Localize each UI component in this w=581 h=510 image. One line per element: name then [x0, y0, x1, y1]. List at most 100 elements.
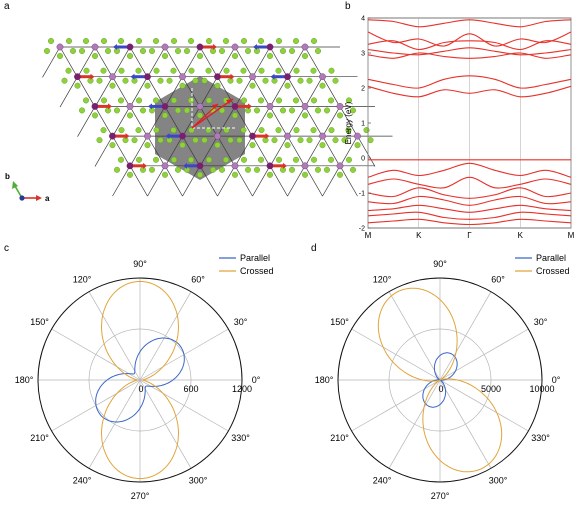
ligand-atom [61, 77, 68, 84]
radial-label: 1200 [232, 384, 252, 394]
axis-b-label: b [5, 172, 10, 181]
ligand-atom [144, 142, 151, 149]
spin-arrow-head [270, 73, 275, 80]
ligand-atom [100, 38, 107, 45]
series-crossed [377, 287, 503, 473]
lattice-bond [164, 46, 183, 78]
ligand-atom [135, 38, 142, 45]
ligand-atom [179, 142, 186, 149]
ligand-atom [183, 107, 190, 114]
lattice-bond [322, 165, 341, 197]
angle-label: 240° [373, 476, 392, 486]
ligand-atom [293, 38, 300, 45]
k-point-label: Γ [467, 231, 472, 240]
metal-atom [144, 132, 151, 140]
ligand-atom [231, 171, 238, 178]
lattice-bond [322, 106, 341, 137]
angle-label: 150° [30, 317, 49, 327]
ligand-atom [222, 156, 229, 163]
angle-label: 300° [489, 476, 508, 486]
axis-indicator: b a [5, 172, 50, 203]
ligand-atom [100, 97, 107, 104]
ligand-atom [227, 137, 234, 144]
spin-arrow-head [130, 73, 135, 80]
band-line-1 [367, 31, 572, 47]
ligand-atom [346, 156, 353, 163]
magnetic-atom [74, 73, 81, 80]
angle-label: 150° [330, 317, 349, 327]
polar-plot-d: d 0° 30° 60° 90° 120° 150° 180° 210° 240° 270° 300… [311, 243, 570, 501]
ligand-atom [192, 137, 199, 144]
energy-tick-label: 3 [361, 51, 365, 58]
band-line-12 [367, 204, 572, 213]
spin-arrow-head [253, 44, 257, 50]
ligand-atom [135, 127, 142, 134]
angle-label: 210° [330, 433, 349, 443]
magnetic-atom [214, 73, 221, 80]
lattice-bond [339, 106, 358, 137]
ligand-atom [170, 127, 177, 134]
band-line-4 [367, 52, 572, 59]
lattice-bond [199, 106, 218, 137]
ligand-atom [201, 77, 208, 84]
ligand-atom [152, 38, 159, 45]
ligand-atom [188, 127, 195, 134]
metal-atom [196, 103, 204, 110]
band-line-13 [367, 211, 572, 220]
ligand-atom [218, 48, 225, 55]
radial-grid-circle [388, 328, 492, 432]
radial-label: 0 [138, 384, 143, 394]
ligand-atom [293, 156, 300, 163]
ligand-atom [205, 97, 212, 104]
ligand-atom [96, 77, 103, 84]
ligand-atom [297, 77, 304, 84]
ligand-atom [74, 82, 81, 89]
magnetic-atom [231, 103, 239, 110]
crystal-structure-panel: a b a [4, 1, 393, 203]
lattice-bond [164, 76, 183, 108]
polar-plot-c: c 0° 30° 60° 90° 120° 150° 180° 210° 240° 270° 300… [4, 243, 274, 501]
lattice-bond [94, 46, 113, 78]
metal-atom [231, 162, 239, 170]
ligand-atom [328, 67, 335, 74]
ligand-atom [311, 156, 318, 163]
lattice-bond [287, 106, 306, 137]
ligand-atom [223, 67, 230, 74]
lattice-bond [339, 165, 358, 197]
ligand-atom [258, 67, 265, 74]
ligand-atom [166, 77, 173, 84]
lattice-bond [269, 46, 288, 78]
ligand-atom [253, 107, 260, 114]
k-point-lines [367, 18, 572, 228]
lattice-bond [269, 135, 288, 167]
angle-label: 300° [189, 476, 208, 486]
ligand-atom [153, 127, 160, 134]
lattice-bond [182, 76, 201, 108]
radial-label: 0 [438, 384, 443, 394]
lattice-bond [182, 165, 201, 197]
k-point-label: K [416, 231, 422, 240]
lattice-bond [199, 165, 218, 197]
ligand-atom [319, 82, 326, 89]
ligand-atom [236, 77, 243, 84]
crystal-lattice [42, 38, 393, 197]
lattice-bond [252, 165, 271, 197]
metal-atom [179, 73, 186, 81]
lattice-bond [182, 46, 201, 78]
ligand-atom [113, 107, 120, 114]
ligand-atom [139, 107, 146, 114]
ligand-atom [205, 127, 212, 134]
lattice-bond [217, 46, 236, 78]
ligand-atom [289, 107, 296, 114]
lattice-bond [199, 76, 218, 108]
ligand-atom [289, 48, 296, 55]
ligand-atom [280, 107, 287, 114]
ligand-atom [170, 156, 177, 163]
radial-label: 5000 [481, 384, 501, 394]
lattice-bond [164, 106, 183, 137]
magnetic-atom [196, 162, 204, 170]
lattice-bond [94, 135, 113, 167]
lattice-bond [112, 76, 131, 108]
ligand-atom [205, 38, 212, 45]
lattice-bond [357, 135, 376, 167]
